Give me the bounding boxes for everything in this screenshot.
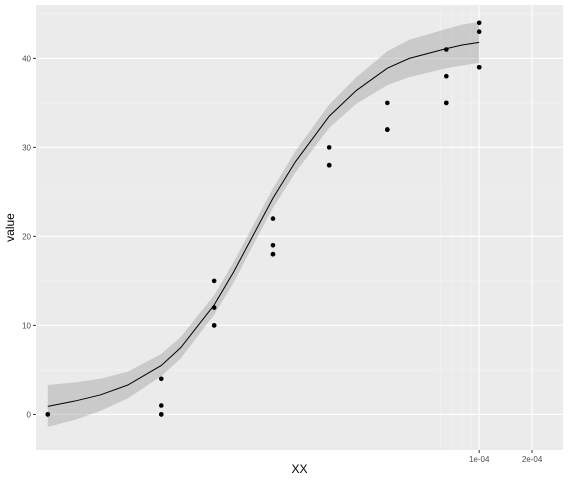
data-points — [45, 20, 482, 417]
data-point — [444, 100, 449, 106]
data-point — [385, 100, 390, 106]
x-axis: 1e-04 2e-04 — [469, 450, 543, 464]
x-tick-label: 1e-04 — [469, 455, 490, 464]
y-axis: 0 10 20 30 40 — [22, 54, 36, 419]
x-tick-label: 2e-04 — [522, 455, 543, 464]
data-point — [444, 73, 449, 79]
data-point — [476, 20, 482, 26]
y-tick-label: 40 — [22, 54, 31, 63]
data-point — [45, 412, 51, 417]
data-point — [158, 403, 164, 408]
data-point — [270, 243, 276, 248]
data-point — [211, 278, 217, 284]
data-point — [158, 376, 164, 382]
y-tick-label: 10 — [22, 321, 31, 330]
y-axis-title: value — [3, 213, 17, 242]
y-tick-label: 0 — [27, 410, 32, 419]
data-point — [444, 47, 449, 52]
y-tick-label: 20 — [22, 232, 31, 241]
data-point — [270, 216, 276, 221]
plot-panel — [36, 5, 563, 450]
data-point — [211, 305, 217, 310]
data-point — [326, 162, 332, 168]
data-point — [385, 127, 390, 132]
gridlines — [36, 5, 564, 450]
fitted-curve — [47, 41, 480, 407]
data-point — [326, 145, 332, 150]
data-point — [476, 65, 482, 70]
confidence-band — [47, 21, 480, 427]
y-tick-label: 30 — [22, 143, 31, 152]
data-point — [211, 323, 217, 328]
x-axis-title: XX — [291, 462, 307, 476]
data-point — [158, 412, 164, 417]
data-point — [270, 251, 276, 257]
data-point — [476, 29, 482, 34]
